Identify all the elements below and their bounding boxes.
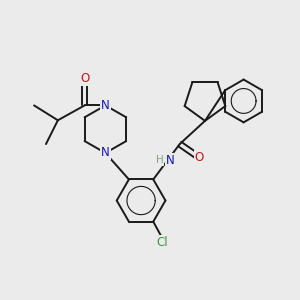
Text: N: N — [101, 99, 110, 112]
Text: N: N — [101, 146, 110, 160]
Text: O: O — [194, 151, 204, 164]
Text: H: H — [156, 155, 164, 165]
Text: N: N — [166, 154, 175, 167]
Text: Cl: Cl — [156, 236, 168, 249]
Text: O: O — [80, 72, 89, 85]
